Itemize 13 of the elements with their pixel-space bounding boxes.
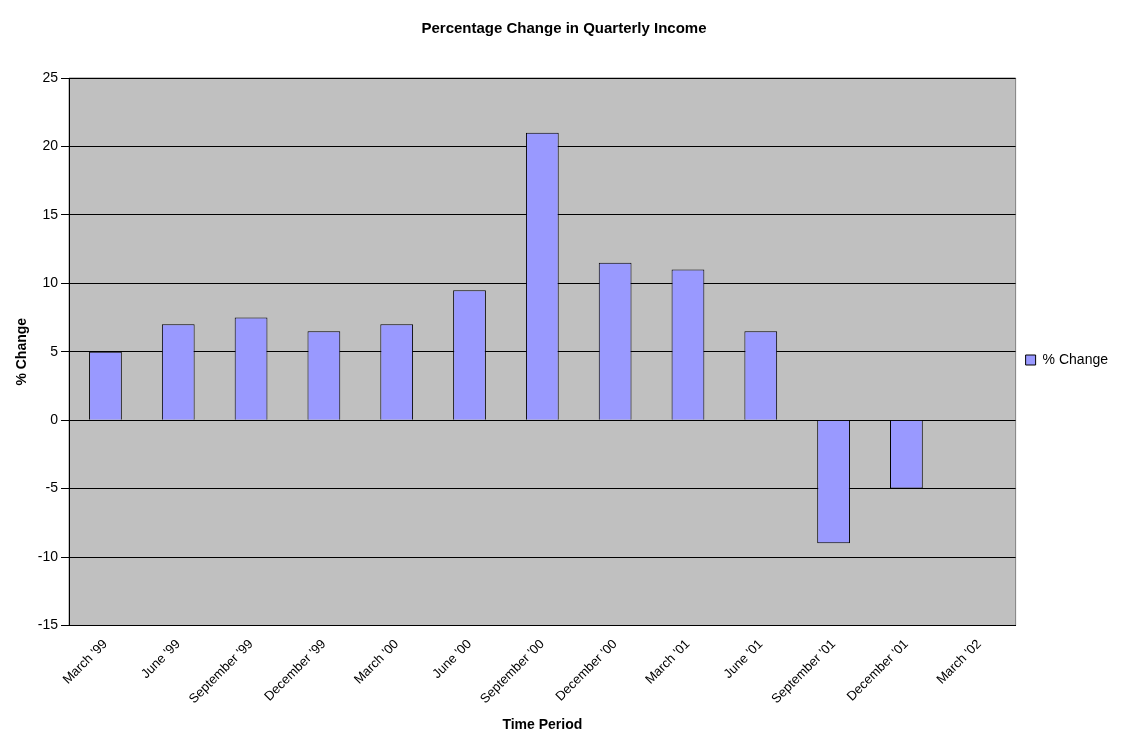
y-tick-label: 25 (42, 68, 59, 85)
y-axis-title: % Change (13, 317, 30, 386)
legend-label: % Change (1042, 350, 1109, 367)
x-axis-title: Time Period (502, 715, 583, 732)
y-tick-label: -10 (37, 547, 59, 564)
y-tick-label: 5 (50, 342, 59, 359)
y-tick-label: 20 (42, 137, 59, 154)
y-tick-label: 0 (50, 411, 59, 428)
y-tick-label: 10 (42, 274, 59, 291)
y-tick-label: -5 (45, 479, 59, 496)
chart-title: Percentage Change in Quarterly Income (421, 19, 707, 37)
y-tick-label: 15 (42, 205, 59, 222)
y-tick-label: -15 (37, 616, 59, 633)
